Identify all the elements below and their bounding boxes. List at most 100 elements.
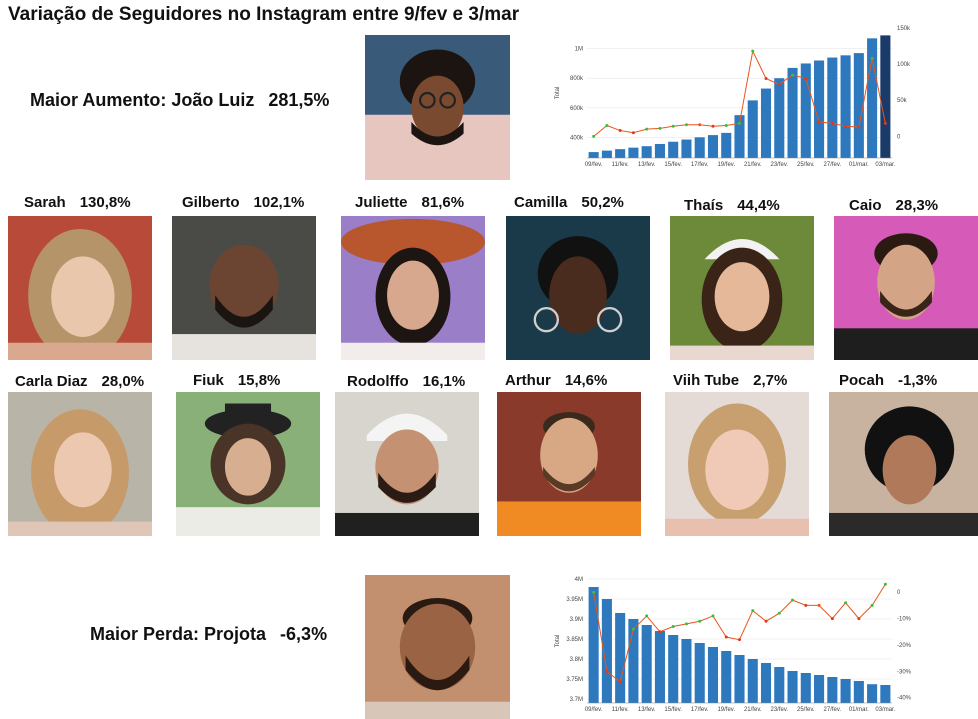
- card-pct: 130,8%: [79, 194, 131, 211]
- y-tick-label: 3.95M: [566, 597, 583, 603]
- card-pct: 44,4%: [737, 197, 780, 214]
- card-pct: 16,1%: [422, 373, 466, 390]
- daily-change-point: [764, 77, 768, 81]
- y2-tick-label: 0: [897, 134, 901, 140]
- card-label-juliette: Juliette 81,6%: [355, 194, 464, 211]
- x-tick-label: 13/fev.: [638, 162, 656, 168]
- daily-change-point: [658, 630, 662, 634]
- card-name: Pocah: [839, 372, 885, 389]
- x-tick-label: 03/mar.: [875, 162, 895, 168]
- x-tick-label: 27/fev.: [824, 162, 842, 168]
- bar: [721, 132, 732, 158]
- x-tick-label: 21/fev.: [744, 707, 762, 713]
- x-tick-label: 19/fev.: [717, 162, 735, 168]
- card-name: Rodolffo: [347, 373, 409, 390]
- bar: [747, 100, 758, 158]
- bottom-loser-label: Maior Perda: Projota -6,3%: [90, 624, 327, 645]
- bar: [601, 150, 612, 158]
- sarah-photo: [8, 216, 152, 360]
- joao-luiz-photo: [365, 35, 510, 180]
- bar: [853, 681, 864, 703]
- daily-change-point: [804, 77, 808, 81]
- daily-change-point: [618, 680, 622, 684]
- camilla-photo: [506, 216, 650, 360]
- bottom-chart-svg: 3.7M 3.75M 3.8M 3.85M 3.9M 3.95M 4M 0 -10% -20% -3…: [555, 577, 912, 713]
- bottom-loser-pct: -6,3%: [280, 624, 328, 644]
- x-tick-label: 17/fev.: [691, 707, 709, 713]
- daily-change-point: [777, 611, 781, 615]
- daily-change-point: [724, 124, 728, 127]
- bar: [800, 63, 811, 158]
- daily-change-point: [870, 603, 874, 607]
- fiuk-photo: [176, 392, 320, 536]
- daily-change-point: [671, 624, 675, 628]
- card-label-viih-tube: Viih Tube 2,7%: [673, 372, 787, 389]
- bar: [654, 143, 665, 158]
- daily-change-point: [631, 131, 635, 135]
- daily-change-point: [684, 123, 688, 127]
- card-pct: 50,2%: [581, 194, 624, 211]
- bar: [641, 625, 652, 703]
- bar: [840, 55, 851, 158]
- y-axis-label: Total: [555, 87, 561, 100]
- y-tick-label: 3.7M: [570, 697, 583, 703]
- bar: [814, 60, 825, 158]
- bar: [641, 146, 652, 158]
- card-pct: 28,3%: [895, 197, 939, 214]
- daily-change-point: [857, 617, 861, 621]
- bar: [615, 613, 626, 703]
- bar: [654, 631, 665, 703]
- card-pct: 102,1%: [253, 194, 305, 211]
- card-name: Sarah: [24, 194, 66, 211]
- card-label-rodolffo: Rodolffo 16,1%: [347, 373, 465, 390]
- daily-change-point: [791, 598, 795, 602]
- page-title: Variação de Seguidores no Instagram entr…: [8, 4, 520, 25]
- y-tick-label: 1M: [575, 47, 583, 53]
- y2-tick-label: -30%: [897, 669, 912, 675]
- top-chart: 400k 600k 800k 1M 0 50k 100k 150k 09/fev. 11/fev.…: [545, 20, 915, 175]
- y2-tick-label: 0: [897, 590, 901, 596]
- card-label-carla-diaz: Carla Diaz 28,0%: [15, 373, 144, 390]
- card-label-pocah: Pocah -1,3%: [839, 372, 937, 389]
- thais-photo: [670, 216, 814, 360]
- daily-change-point: [605, 124, 609, 127]
- y-tick-label: 400k: [570, 135, 584, 141]
- card-pct: 81,6%: [421, 194, 465, 211]
- daily-change-point: [724, 635, 728, 639]
- bar: [628, 147, 639, 158]
- bar: [880, 685, 891, 703]
- daily-change-point: [817, 603, 821, 607]
- bar: [774, 667, 785, 703]
- y-tick-label: 600k: [570, 106, 584, 112]
- x-tick-label: 13/fev.: [638, 707, 656, 713]
- x-tick-label: 23/fev.: [770, 162, 788, 168]
- daily-change-point: [658, 126, 662, 130]
- y-tick-label: 3.85M: [566, 637, 583, 643]
- daily-change-point: [777, 82, 781, 86]
- x-tick-label: 27/fev.: [824, 707, 842, 713]
- viih-tube-photo: [665, 392, 809, 536]
- top-gainer-name: Maior Aumento: João Luiz: [30, 90, 255, 110]
- daily-change-point: [605, 669, 609, 673]
- bar: [760, 663, 772, 703]
- card-name: Fiuk: [193, 372, 224, 389]
- juliette-photo: [341, 216, 485, 360]
- x-tick-label: 19/fev.: [717, 707, 735, 713]
- card-pct: 14,6%: [564, 372, 608, 389]
- x-tick-label: 03/mar.: [875, 707, 895, 713]
- daily-change-point: [830, 121, 834, 125]
- card-label-fiuk: Fiuk 15,8%: [193, 372, 280, 389]
- projota-photo: [365, 575, 510, 719]
- card-label-gilberto: Gilberto 102,1%: [182, 194, 304, 211]
- card-name: Carla Diaz: [15, 373, 88, 390]
- bar: [588, 587, 599, 703]
- bar: [760, 88, 772, 158]
- x-tick-label: 09/fev.: [585, 707, 603, 713]
- daily-change-point: [738, 638, 741, 642]
- card-name: Camilla: [514, 194, 568, 211]
- y2-tick-label: 100k: [897, 62, 911, 68]
- x-tick-label: 09/fev.: [585, 162, 603, 168]
- y-axis-label: Total: [555, 635, 561, 648]
- bar: [707, 135, 719, 158]
- x-tick-label: 11/fev.: [612, 162, 629, 168]
